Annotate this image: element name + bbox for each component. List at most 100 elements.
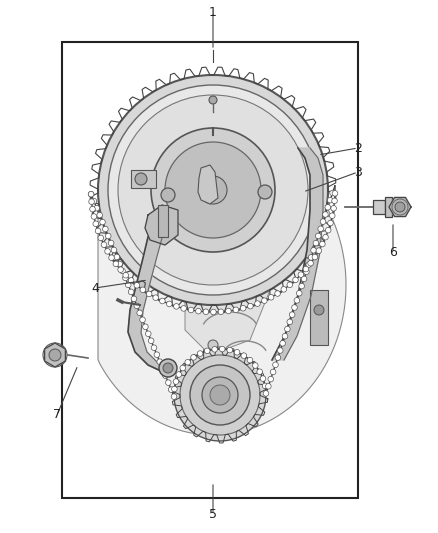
Circle shape bbox=[143, 324, 148, 329]
Circle shape bbox=[131, 296, 137, 302]
Circle shape bbox=[208, 340, 218, 350]
Circle shape bbox=[257, 369, 262, 375]
Circle shape bbox=[275, 355, 281, 360]
Circle shape bbox=[270, 369, 276, 375]
Circle shape bbox=[332, 191, 338, 196]
Circle shape bbox=[312, 254, 318, 260]
Circle shape bbox=[320, 241, 325, 247]
Circle shape bbox=[128, 289, 134, 295]
Circle shape bbox=[180, 365, 186, 371]
Polygon shape bbox=[98, 135, 346, 435]
Bar bbox=[310, 290, 328, 345]
Circle shape bbox=[294, 297, 300, 303]
Circle shape bbox=[234, 350, 240, 355]
Bar bbox=[158, 205, 168, 237]
Text: 2: 2 bbox=[354, 141, 362, 155]
Circle shape bbox=[100, 219, 105, 225]
Circle shape bbox=[128, 278, 134, 283]
Circle shape bbox=[114, 254, 120, 260]
Circle shape bbox=[328, 220, 333, 226]
Circle shape bbox=[157, 359, 162, 365]
Circle shape bbox=[203, 309, 208, 314]
Circle shape bbox=[260, 376, 266, 382]
Circle shape bbox=[205, 348, 210, 353]
Polygon shape bbox=[185, 240, 270, 355]
Circle shape bbox=[95, 228, 101, 234]
Polygon shape bbox=[272, 148, 323, 360]
Circle shape bbox=[49, 349, 61, 361]
Circle shape bbox=[98, 235, 104, 241]
Circle shape bbox=[211, 309, 216, 315]
Circle shape bbox=[123, 272, 128, 278]
Circle shape bbox=[306, 262, 311, 268]
Circle shape bbox=[199, 176, 227, 204]
Circle shape bbox=[273, 362, 278, 368]
Text: 1: 1 bbox=[209, 5, 217, 19]
Circle shape bbox=[197, 351, 203, 357]
Circle shape bbox=[153, 295, 159, 301]
Circle shape bbox=[327, 197, 333, 203]
Polygon shape bbox=[145, 205, 178, 245]
Circle shape bbox=[323, 235, 328, 240]
Circle shape bbox=[316, 248, 321, 254]
Circle shape bbox=[303, 266, 309, 272]
Circle shape bbox=[108, 85, 318, 295]
Circle shape bbox=[253, 363, 258, 368]
Circle shape bbox=[91, 214, 97, 219]
Circle shape bbox=[166, 301, 172, 306]
Circle shape bbox=[171, 394, 177, 399]
Circle shape bbox=[261, 298, 267, 303]
Circle shape bbox=[218, 309, 224, 314]
Circle shape bbox=[287, 282, 293, 288]
Circle shape bbox=[210, 385, 230, 405]
Circle shape bbox=[134, 282, 140, 288]
Text: 3: 3 bbox=[354, 166, 362, 179]
Circle shape bbox=[318, 226, 323, 231]
Circle shape bbox=[98, 75, 328, 305]
Bar bbox=[131, 170, 156, 188]
Circle shape bbox=[188, 307, 194, 313]
Circle shape bbox=[135, 173, 147, 185]
Circle shape bbox=[281, 287, 286, 292]
Bar bbox=[62, 42, 358, 498]
Circle shape bbox=[212, 346, 217, 352]
Circle shape bbox=[140, 317, 145, 322]
Circle shape bbox=[277, 348, 283, 353]
Circle shape bbox=[174, 349, 266, 441]
Circle shape bbox=[209, 96, 217, 104]
Circle shape bbox=[280, 341, 286, 346]
Circle shape bbox=[166, 380, 171, 385]
Circle shape bbox=[287, 319, 293, 325]
Circle shape bbox=[123, 275, 128, 281]
Circle shape bbox=[134, 303, 140, 309]
Polygon shape bbox=[389, 197, 411, 216]
Circle shape bbox=[148, 338, 154, 344]
Circle shape bbox=[176, 372, 182, 377]
Circle shape bbox=[109, 255, 114, 261]
Circle shape bbox=[161, 188, 175, 202]
Circle shape bbox=[159, 298, 165, 304]
Text: 6: 6 bbox=[389, 246, 397, 260]
Circle shape bbox=[94, 205, 99, 211]
Circle shape bbox=[185, 359, 191, 365]
Circle shape bbox=[101, 242, 107, 247]
Circle shape bbox=[240, 305, 246, 311]
Circle shape bbox=[275, 290, 280, 296]
Circle shape bbox=[89, 199, 94, 205]
Circle shape bbox=[247, 303, 253, 309]
Circle shape bbox=[293, 277, 298, 282]
Circle shape bbox=[314, 305, 324, 315]
Circle shape bbox=[111, 247, 117, 253]
Bar bbox=[373, 200, 385, 214]
Circle shape bbox=[331, 206, 336, 211]
Circle shape bbox=[117, 261, 123, 266]
Circle shape bbox=[282, 333, 288, 339]
Circle shape bbox=[151, 345, 157, 351]
Circle shape bbox=[323, 212, 328, 217]
Circle shape bbox=[268, 295, 274, 300]
Text: 4: 4 bbox=[91, 281, 99, 295]
Circle shape bbox=[219, 346, 225, 352]
Circle shape bbox=[118, 95, 308, 285]
Circle shape bbox=[118, 267, 124, 272]
Circle shape bbox=[196, 308, 201, 314]
